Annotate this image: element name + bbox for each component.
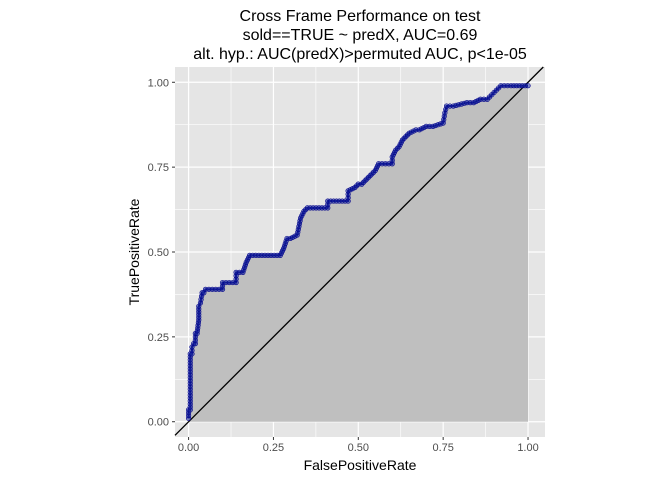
y-tick-label: 0.00 [148,417,169,429]
x-tick-label: 0.75 [432,442,453,454]
diagonal-reference-line [174,66,544,436]
y-tick-label: 0.75 [148,162,169,174]
x-tick-label: 0.50 [348,442,369,454]
roc-point [525,83,531,89]
title-line-3: alt. hyp.: AUC(predX)>permuted AUC, p<1e… [193,46,527,63]
x-tick-label: 0.25 [263,442,284,454]
title-line-1: Cross Frame Performance on test [240,8,482,25]
y-tick-label: 0.25 [148,332,169,344]
y-tick-label: 0.50 [148,247,169,259]
x-axis-ticks: 0.00 0.25 0.50 0.75 1.00 [178,437,539,454]
x-tick-label: 1.00 [517,442,538,454]
roc-points [185,83,531,421]
y-axis-ticks: 0.00 0.25 0.50 0.75 1.00 [148,77,175,429]
y-axis-title: TruePositiveRate [126,198,142,305]
x-tick-label: 0.00 [178,442,199,454]
y-tick-label: 1.00 [148,77,169,89]
chart-title: Cross Frame Performance on test sold==TR… [193,8,527,63]
x-axis-title: FalsePositiveRate [304,457,417,473]
title-line-2: sold==TRUE ~ predX, AUC=0.69 [243,27,478,44]
